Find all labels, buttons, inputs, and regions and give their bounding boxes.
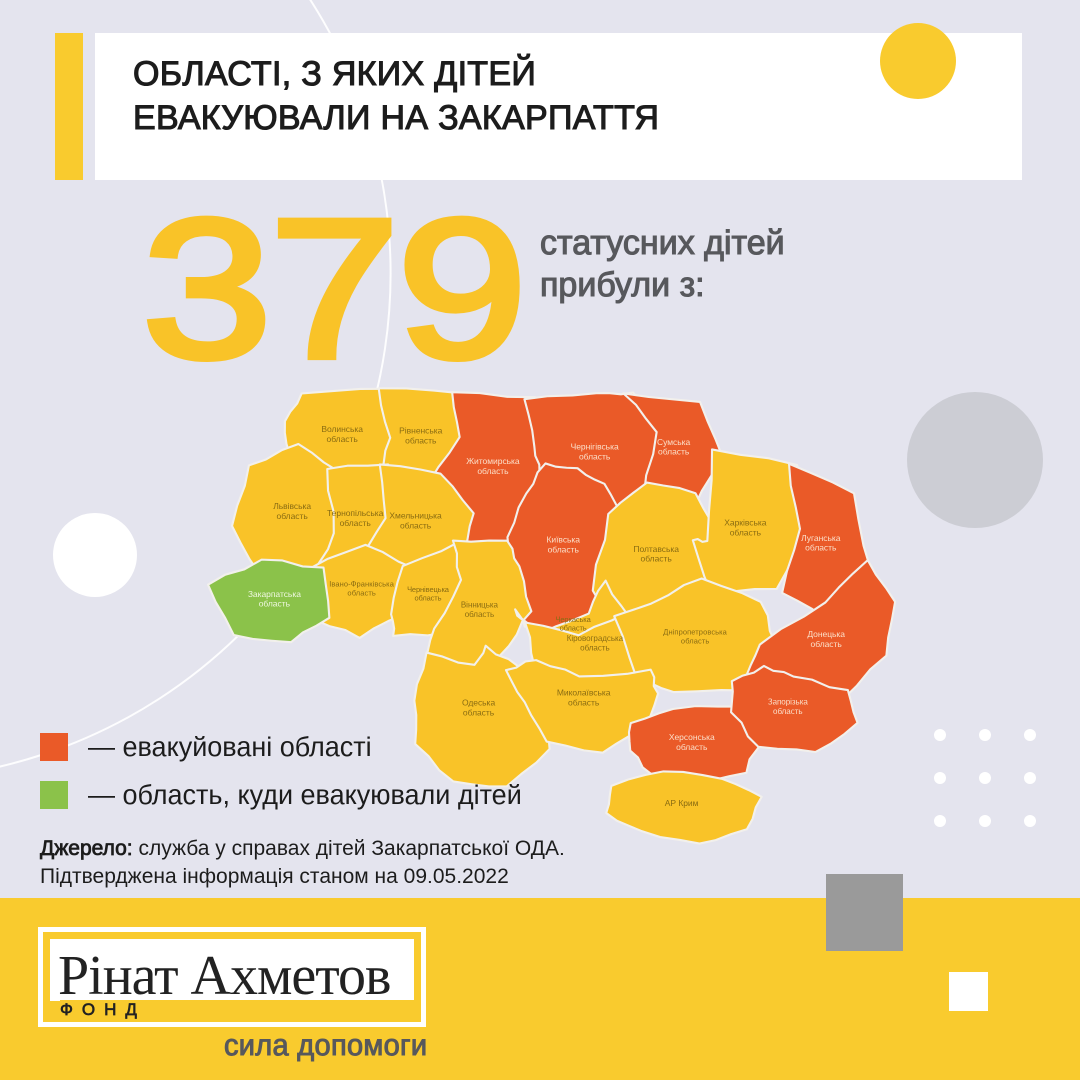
svg-text:Донецькаобласть: Донецька область <box>807 629 845 649</box>
svg-text:Одеськаобласть: Одеська область <box>462 698 495 718</box>
svg-text:Луганськаобласть: Луганська область <box>801 533 841 553</box>
svg-text:Черкаськаобласть: Черкаська область <box>556 615 591 633</box>
svg-text:Харківськаобласть: Харківська область <box>724 517 766 537</box>
svg-text:Запорізькаобласть: Запорізька область <box>768 697 809 715</box>
svg-text:Сумськаобласть: Сумська область <box>657 437 691 457</box>
svg-text:Вінницькаобласть: Вінницька область <box>461 601 499 619</box>
svg-text:Рівненськаобласть: Рівненська область <box>399 426 442 446</box>
svg-text:Київськаобласть: Київська область <box>546 535 580 555</box>
svg-text:Львівськаобласть: Львівська область <box>273 501 311 521</box>
svg-text:Волинськаобласть: Волинська область <box>321 424 363 444</box>
